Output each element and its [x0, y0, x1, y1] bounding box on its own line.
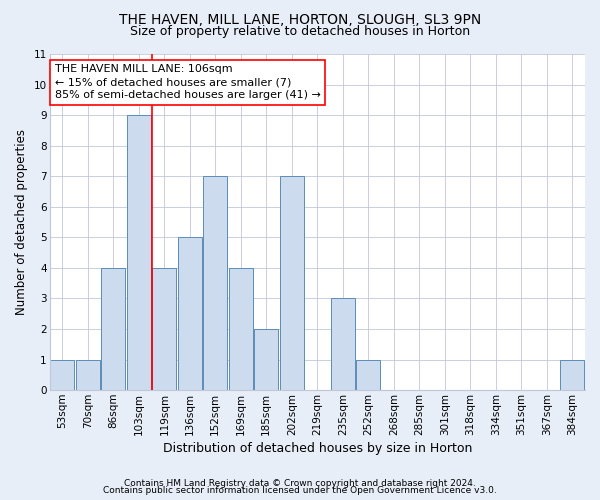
Bar	[203, 176, 227, 390]
Bar	[229, 268, 253, 390]
Text: Size of property relative to detached houses in Horton: Size of property relative to detached ho…	[130, 25, 470, 38]
Text: THE HAVEN, MILL LANE, HORTON, SLOUGH, SL3 9PN: THE HAVEN, MILL LANE, HORTON, SLOUGH, SL…	[119, 12, 481, 26]
Bar	[50, 360, 74, 390]
Bar	[560, 360, 584, 390]
Text: Contains HM Land Registry data © Crown copyright and database right 2024.: Contains HM Land Registry data © Crown c…	[124, 478, 476, 488]
Bar	[101, 268, 125, 390]
X-axis label: Distribution of detached houses by size in Horton: Distribution of detached houses by size …	[163, 442, 472, 455]
Bar	[331, 298, 355, 390]
Bar	[76, 360, 100, 390]
Bar	[127, 115, 151, 390]
Bar	[254, 329, 278, 390]
Bar	[280, 176, 304, 390]
Text: THE HAVEN MILL LANE: 106sqm
← 15% of detached houses are smaller (7)
85% of semi: THE HAVEN MILL LANE: 106sqm ← 15% of det…	[55, 64, 321, 100]
Y-axis label: Number of detached properties: Number of detached properties	[15, 129, 28, 315]
Bar	[178, 238, 202, 390]
Bar	[356, 360, 380, 390]
Bar	[152, 268, 176, 390]
Text: Contains public sector information licensed under the Open Government Licence v3: Contains public sector information licen…	[103, 486, 497, 495]
